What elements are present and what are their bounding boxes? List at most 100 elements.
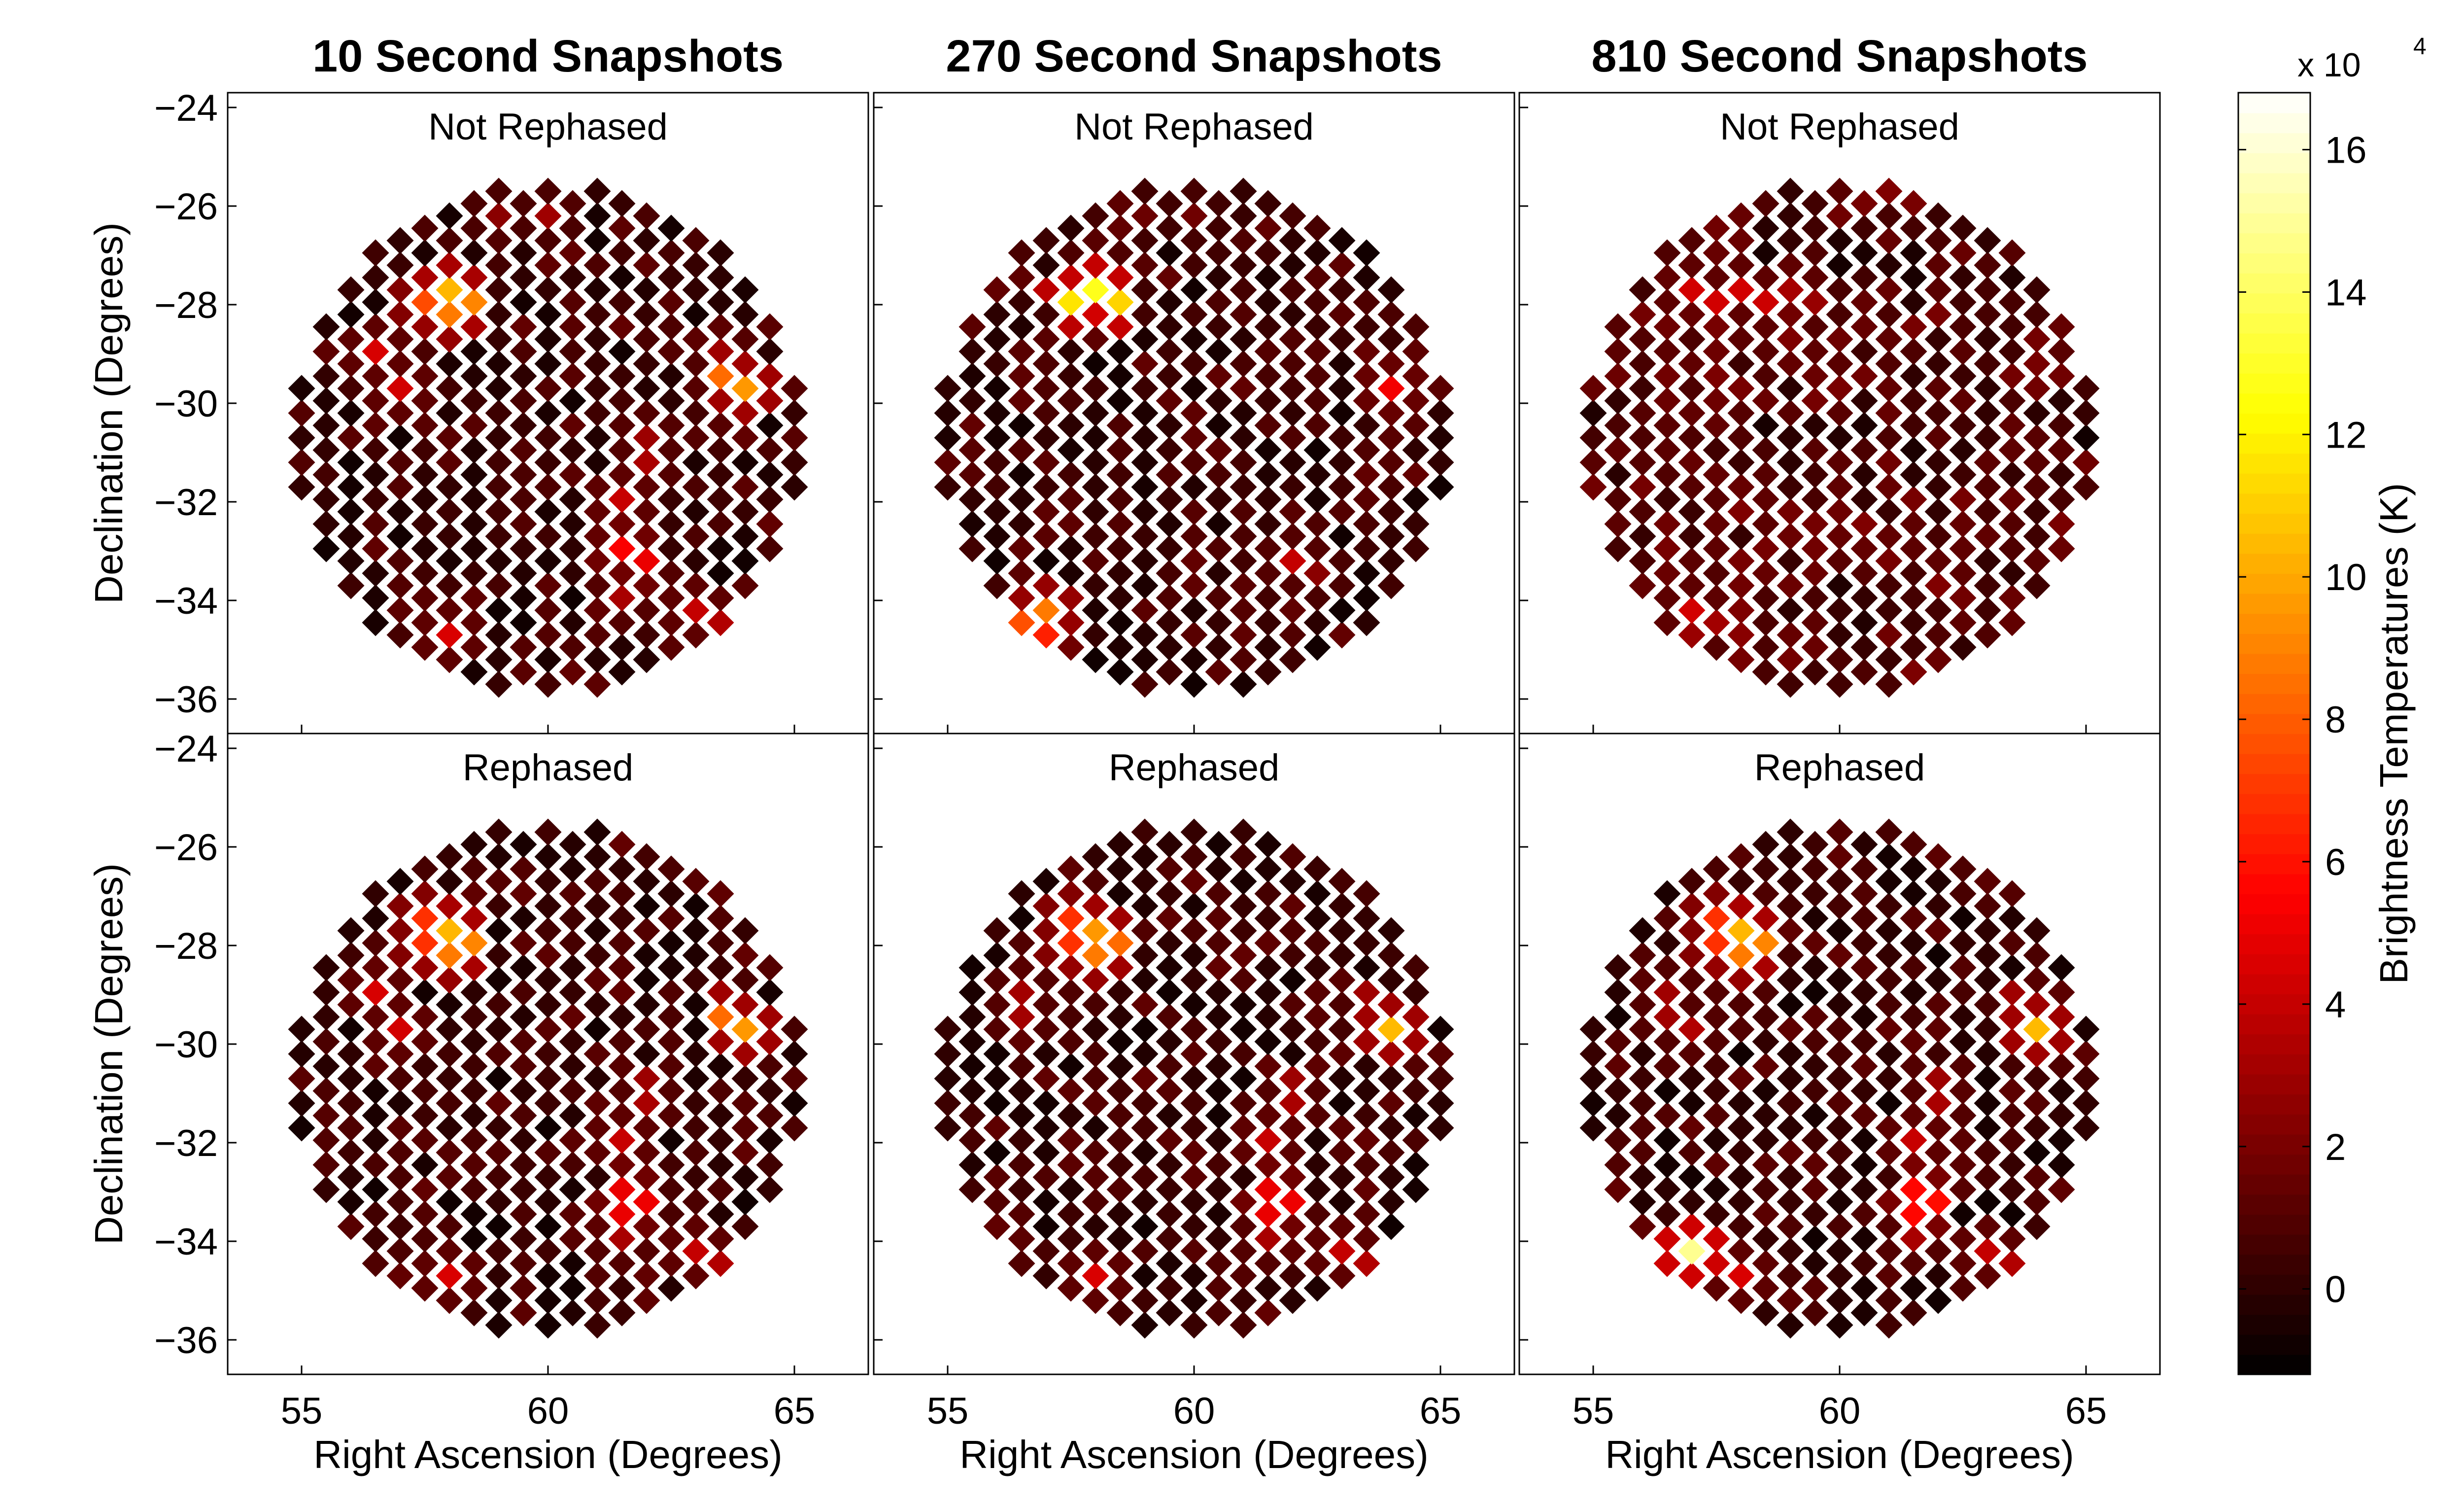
heatmap-cell: [460, 1274, 488, 1302]
heatmap-cell: [1826, 966, 1853, 994]
heatmap-cell: [608, 855, 636, 883]
heatmap-cell: [436, 572, 463, 599]
heatmap-cell: [2048, 1077, 2075, 1105]
heatmap-cell: [633, 350, 660, 378]
y-tick-label: −30: [154, 1024, 218, 1066]
heatmap-cell: [1826, 1237, 1853, 1265]
heatmap-cell: [1205, 190, 1232, 217]
heatmap-cell: [1402, 1003, 1430, 1031]
heatmap-cell: [682, 424, 710, 452]
heatmap-cell: [983, 991, 1011, 1018]
heatmap-cell: [1427, 1089, 1454, 1117]
heatmap-cell: [1752, 461, 1780, 489]
heatmap-cell: [510, 1250, 537, 1277]
heatmap-cell: [510, 609, 537, 636]
heatmap-cell: [559, 436, 586, 464]
heatmap-cell: [337, 1089, 365, 1117]
heatmap-cell: [1579, 399, 1607, 427]
heatmap-cell: [682, 1065, 710, 1092]
heatmap-cell: [1826, 621, 1853, 649]
heatmap-cell: [1230, 1311, 1257, 1339]
heatmap-cell: [485, 1311, 513, 1339]
heatmap-cell: [1900, 510, 1927, 538]
heatmap-cell: [608, 1176, 636, 1203]
heatmap-cell: [436, 892, 463, 920]
heatmap-cell: [1131, 843, 1159, 871]
heatmap-cell: [1974, 868, 2001, 895]
heatmap-cell: [1279, 424, 1306, 452]
heatmap-cell: [657, 880, 685, 908]
heatmap-cell: [1826, 917, 1853, 945]
heatmap-cell: [1998, 412, 2026, 439]
heatmap-cell: [1353, 1028, 1380, 1055]
heatmap-cell: [1850, 609, 1878, 636]
heatmap-cell: [1254, 412, 1282, 439]
heatmap-cell: [1703, 560, 1730, 587]
colorbar-segment: [2238, 994, 2310, 1015]
heatmap-cell: [1998, 436, 2026, 464]
heatmap-cell: [510, 880, 537, 908]
heatmap-cell: [337, 301, 365, 328]
heatmap-cell: [1180, 177, 1208, 205]
heatmap-cell: [1900, 313, 1927, 341]
heatmap-cell: [1205, 486, 1232, 513]
heatmap-cell: [1106, 1299, 1134, 1327]
heatmap-cell: [559, 1176, 586, 1203]
heatmap-cell: [510, 461, 537, 489]
heatmap-cell: [312, 461, 340, 489]
heatmap-cell: [1328, 375, 1356, 402]
heatmap-cell: [1949, 1225, 1977, 1253]
heatmap-cell: [1801, 1126, 1829, 1154]
heatmap-cell: [1604, 338, 1632, 365]
heatmap-cell: [1777, 1163, 1804, 1191]
heatmap-cell: [1777, 399, 1804, 427]
heatmap-cell: [1752, 1102, 1780, 1129]
heatmap-cell: [386, 1114, 414, 1142]
heatmap-cell: [1279, 621, 1306, 649]
heatmap-cell: [1032, 1139, 1060, 1166]
heatmap-cell: [362, 979, 389, 1006]
heatmap-cell: [1777, 301, 1804, 328]
column-title: 270 Second Snapshots: [946, 31, 1442, 81]
heatmap-cell: [2048, 1151, 2075, 1179]
heatmap-cell: [1777, 1188, 1804, 1216]
heatmap-cell: [1205, 584, 1232, 612]
heatmap-cell: [559, 535, 586, 562]
heatmap-cell: [1008, 486, 1035, 513]
heatmap-cell: [1924, 375, 1952, 402]
heatmap-cell: [1924, 1139, 1952, 1166]
heatmap-cell: [1032, 1188, 1060, 1216]
colorbar-segment: [2238, 1194, 2310, 1215]
heatmap-cell: [1777, 1089, 1804, 1117]
heatmap-cell: [1727, 843, 1755, 871]
heatmap-cell: [288, 1114, 315, 1142]
x-tick-label: 60: [1173, 1390, 1215, 1432]
colorbar-segment: [2238, 1014, 2310, 1035]
heatmap-cell: [436, 991, 463, 1018]
heatmap-cell: [1604, 954, 1632, 981]
heatmap-cell: [460, 313, 488, 341]
heatmap-cell: [1180, 966, 1208, 994]
heatmap-cell: [1254, 905, 1282, 932]
heatmap-cell: [1353, 1102, 1380, 1129]
heatmap-cell: [1254, 831, 1282, 858]
heatmap-cell: [312, 1028, 340, 1055]
heatmap-cell: [657, 362, 685, 390]
heatmap-cell: [1752, 831, 1780, 858]
heatmap-cell: [1180, 301, 1208, 328]
heatmap-cell: [411, 1003, 439, 1031]
heatmap-cell: [1057, 1274, 1085, 1302]
heatmap-cell: [2048, 387, 2075, 415]
heatmap-cell: [1303, 288, 1331, 316]
heatmap-cell: [1303, 1052, 1331, 1080]
heatmap-cell: [1875, 350, 1903, 378]
heatmap-cell: [534, 177, 562, 205]
heatmap-cell: [460, 1225, 488, 1253]
heatmap-cell: [1106, 1151, 1134, 1179]
heatmap-cell: [386, 1188, 414, 1216]
heatmap-cell: [983, 1040, 1011, 1068]
heatmap-cell: [559, 288, 586, 316]
y-tick-label: −36: [154, 679, 218, 721]
heatmap-cell: [1057, 1028, 1085, 1055]
